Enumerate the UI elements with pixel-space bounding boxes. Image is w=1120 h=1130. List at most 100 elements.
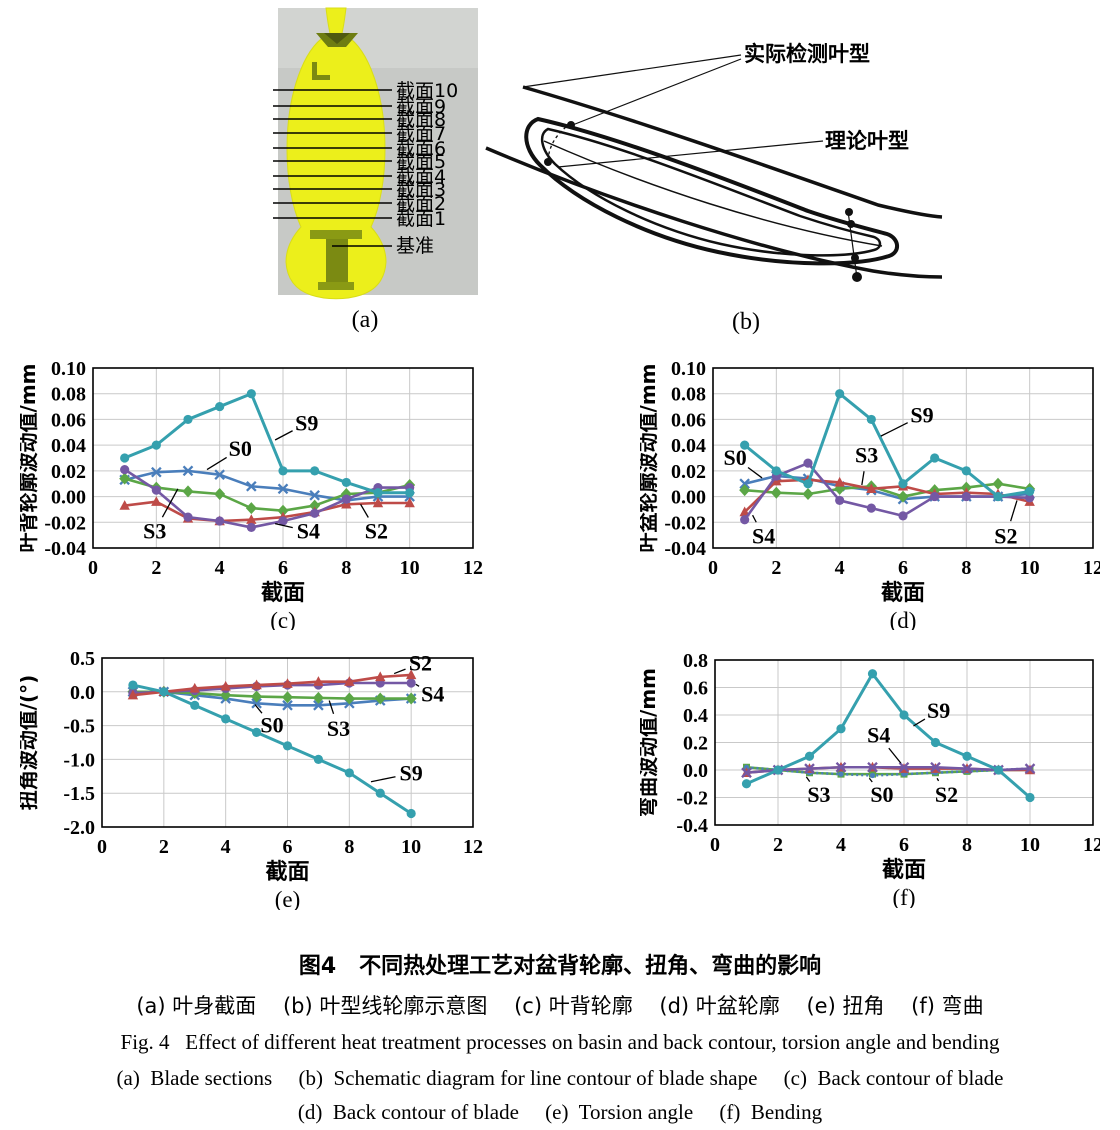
callout-label-S3: S3 [143,518,166,543]
series-S9 [741,669,1035,803]
section-label: 截面6 [396,138,446,160]
y-tick-label: 0.10 [51,358,86,380]
callout-label-S4: S4 [752,523,775,548]
x-axis-label: 截面 [265,860,309,885]
callout-leader-S4 [888,747,902,764]
chart-f-canvas: S4 S9 S3 S0 S2 0 2 4 6 8 10 12 0.8 0.6 0.4 0.2 0.0 -0.2 -0… [636,650,1103,910]
callout-label-S3: S3 [807,782,830,807]
datum-label: 基准 [396,235,434,257]
gridlines [715,660,1093,825]
series-S3-line [132,690,412,700]
section-label: 截面5 [396,151,446,173]
chart-sublabel: (f) [893,885,916,908]
callout-leader-S2 [1010,500,1018,522]
tenon-shadow-dark [324,33,350,44]
x-tick-label: 0 [708,557,718,579]
actual-airfoil-contour [524,116,899,266]
x-tick-label: 2 [151,557,161,579]
plot-border [714,659,1094,826]
y-axis-label: 弯曲波动值/mm [640,668,660,817]
series-S4-line [123,468,410,529]
x-tick-label: 2 [159,836,169,858]
measure-point [544,158,552,166]
x-tick-label: 6 [283,836,293,858]
y-tick-label: 0.00 [51,487,86,509]
callout-label-S3: S3 [855,442,878,467]
callout-label-S9: S9 [295,410,318,435]
chart-d-canvas: S0 S4 S3 S9 S2 0 2 4 6 8 10 12 0.10 0.08 0.06 0.04 0.02 0… [636,358,1103,633]
caption-sublabels-zh: (a) 叶身截面 (b) 叶型线轮廓示意图 (c) 叶背轮廓 (d) 叶盆轮廓 … [136,994,984,1018]
y-axis-label: 叶盆轮廓波动值/mm [640,364,660,553]
chart-torsion-angle: S2 S4 S0 S3 S9 0 2 4 6 8 10 12 0.5 0.0 -0.5 -1.0 -1.5 -2.… [16,645,485,915]
callout-leader-S2 [936,777,940,782]
callout-label-S2: S2 [994,523,1017,548]
y-tick-label: 0.08 [671,384,706,406]
actual-profile-label: 实际检测叶型 [744,42,870,66]
caption-sublabels-en-1: (a) Blade sections (b) Schematic diagram… [116,1066,1004,1090]
callout-leader-S3 [861,471,865,486]
measure-point [852,272,862,282]
x-axis-label: 截面 [261,581,305,606]
x-tick-label: 10 [1020,557,1040,579]
series-S4-line [746,765,1031,775]
panel-a-sublabel: (a) [352,307,379,333]
series-S9-line [743,392,1030,499]
x-tick-label: 4 [836,834,846,856]
section-label: 截面9 [396,96,446,118]
chart-sublabel: (d) [890,608,917,630]
caption-title-zh: 图4 不同热处理工艺对盆背轮廓、扭角、弯曲的影响 [298,954,822,979]
plot-border [92,367,474,549]
series-S9 [128,680,416,819]
x-tick-label: 4 [835,557,845,579]
callout-leader-S4 [752,514,757,523]
x-tick-label: 2 [773,834,783,856]
callout-label-S4: S4 [297,518,320,543]
y-tick-label: -0.5 [63,716,95,738]
callout-label-S2: S2 [365,518,388,543]
y-tick-label: -2.0 [63,817,95,839]
x-tick-label: 8 [962,834,972,856]
measure-point [847,220,855,228]
callout-leader-S3 [328,700,335,714]
callout-label-S9: S9 [910,403,933,428]
y-tick-label: 0.06 [671,409,706,431]
x-tick-label: 0 [97,836,107,858]
y-tick-label: 0.06 [51,409,86,431]
caption-title-en: Fig. 4 Effect of different heat treatmen… [120,1030,1000,1054]
y-tick-label: -0.04 [44,538,86,560]
callout-leader-S2 [360,503,369,518]
callout-leader-S3 [805,776,811,783]
callout-leader-S3 [161,488,179,518]
y-tick-label: 0.6 [683,678,708,700]
x-axis-label: 截面 [881,581,925,606]
actual-surface-line-top [522,85,943,219]
x-tick-label: 8 [344,836,354,858]
x-tick-label: 6 [899,834,909,856]
blade-profile-schematic: 实际检测叶型 理论叶型 (b) [485,42,943,335]
x-tick-label: 8 [961,557,971,579]
section-label: 截面10 [396,80,458,102]
y-tick-label: 0.2 [683,733,708,755]
callout-label-S4: S4 [421,682,444,707]
series-S9-line [132,683,412,815]
plot-border [101,657,474,828]
y-tick-label: 0.0 [70,682,95,704]
theoretical-airfoil-contour [540,127,882,257]
root-slot-body [326,239,348,285]
gridlines [713,368,1093,548]
callout-label-S2: S2 [935,782,958,807]
chart-sublabel: (c) [270,608,296,630]
blade-silhouette [285,7,387,300]
callout-label-S9: S9 [400,761,423,786]
x-tick-label: 10 [1020,834,1040,856]
y-axis-label: 叶背轮廓波动值/mm [20,364,40,553]
chart-sublabel: (e) [275,887,301,910]
series-S2 [127,669,417,700]
section-label: 截面8 [396,109,446,131]
x-tick-label: 4 [215,557,225,579]
callout-leader-S9 [274,430,293,441]
y-tick-label: -0.4 [676,815,708,837]
measure-point [851,254,859,262]
